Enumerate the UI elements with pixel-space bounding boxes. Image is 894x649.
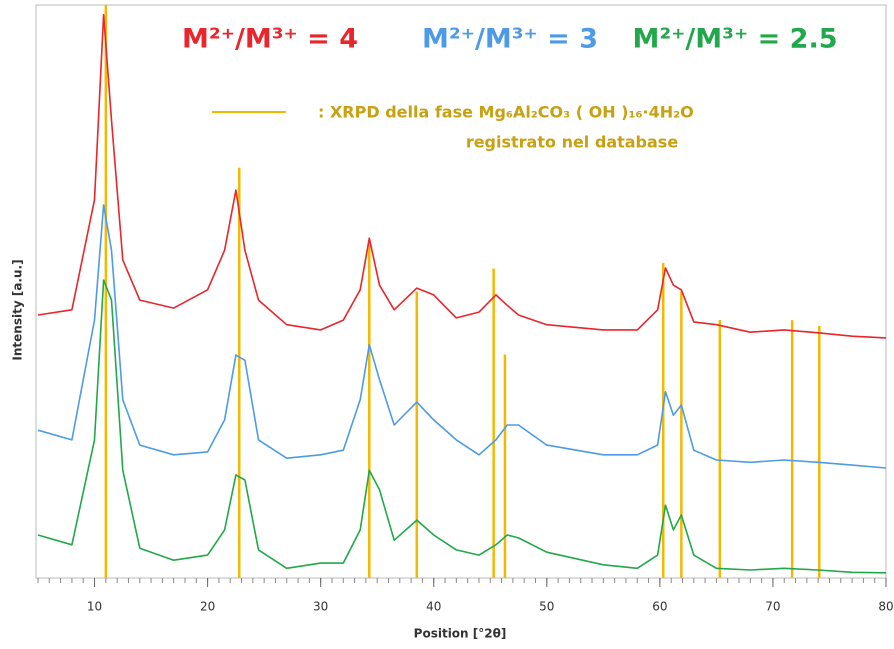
legend-entry: M²⁺/M³⁺ = 2.5 (632, 24, 837, 55)
reference-note: : XRPD della fase Mg₆Al₂CO₃ ( OH )₁₆·4H₂… (318, 103, 694, 122)
x-tick-label: 50 (539, 600, 554, 614)
x-tick-label: 80 (878, 600, 893, 614)
x-axis-label: Position [°2θ] (414, 627, 507, 641)
x-tick-label: 70 (765, 600, 780, 614)
series-line (37, 13, 887, 339)
plot-frame (35, 4, 887, 579)
x-tick-label: 20 (200, 600, 215, 614)
series-line (37, 279, 887, 574)
series-line (37, 204, 887, 469)
legend-entry: M²⁺/M³⁺ = 3 (422, 24, 598, 55)
x-tick-label: 60 (652, 600, 667, 614)
y-axis-label: Intensity [a.u.] (11, 259, 25, 360)
reference-note: registrato nel database (466, 133, 679, 152)
x-tick-label: 10 (87, 600, 102, 614)
legend-entry: M²⁺/M³⁺ = 4 (182, 24, 358, 55)
x-tick-label: 40 (426, 600, 441, 614)
x-tick-label: 30 (313, 600, 328, 614)
